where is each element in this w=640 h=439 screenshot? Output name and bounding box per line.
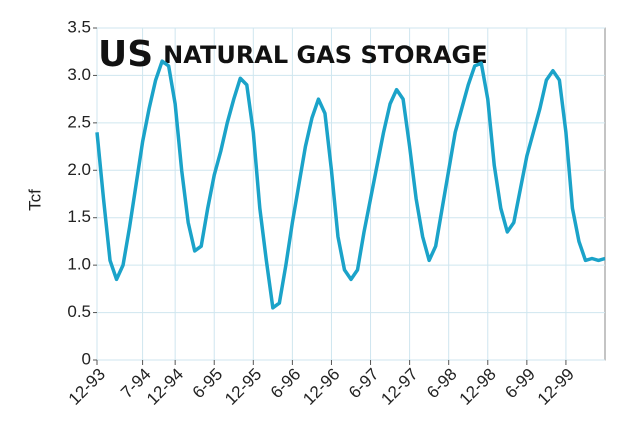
y-tick-label: 0.5 xyxy=(67,302,91,321)
y-axis-label: Tcf xyxy=(25,189,44,211)
chart-title: US NATURAL GAS STORAGE xyxy=(98,34,488,75)
x-tick-label: 6-99 xyxy=(501,365,538,402)
data-line xyxy=(95,59,606,310)
y-tick-label: 0 xyxy=(82,349,91,368)
plot-area xyxy=(96,27,606,361)
title-rest: NATURAL GAS STORAGE xyxy=(163,41,487,69)
y-tick-label: 3.0 xyxy=(67,65,91,84)
x-tick-label: 12-98 xyxy=(456,365,500,409)
x-tick-label: 12-97 xyxy=(377,365,421,409)
x-tick-label: 6-96 xyxy=(267,365,304,402)
x-tick-label: 6-97 xyxy=(345,365,382,402)
title-main: US xyxy=(98,34,153,75)
y-tick-label: 1.0 xyxy=(67,255,91,274)
x-tick-label: 12-94 xyxy=(143,365,187,409)
x-tick-label: 12-96 xyxy=(299,365,343,409)
y-tick-label: 2.5 xyxy=(67,112,91,131)
x-tick-label: 6-95 xyxy=(189,365,226,402)
x-tick-label: 12-99 xyxy=(534,365,578,409)
x-tick-label: 12-93 xyxy=(65,365,109,409)
y-tick-label: 1.5 xyxy=(67,207,91,226)
y-tick-label: 2.0 xyxy=(67,160,91,179)
x-tick-label: 6-98 xyxy=(423,365,460,402)
y-tick-label: 3.5 xyxy=(67,17,91,36)
grid xyxy=(96,27,605,361)
x-tick-label: 12-95 xyxy=(221,365,265,409)
